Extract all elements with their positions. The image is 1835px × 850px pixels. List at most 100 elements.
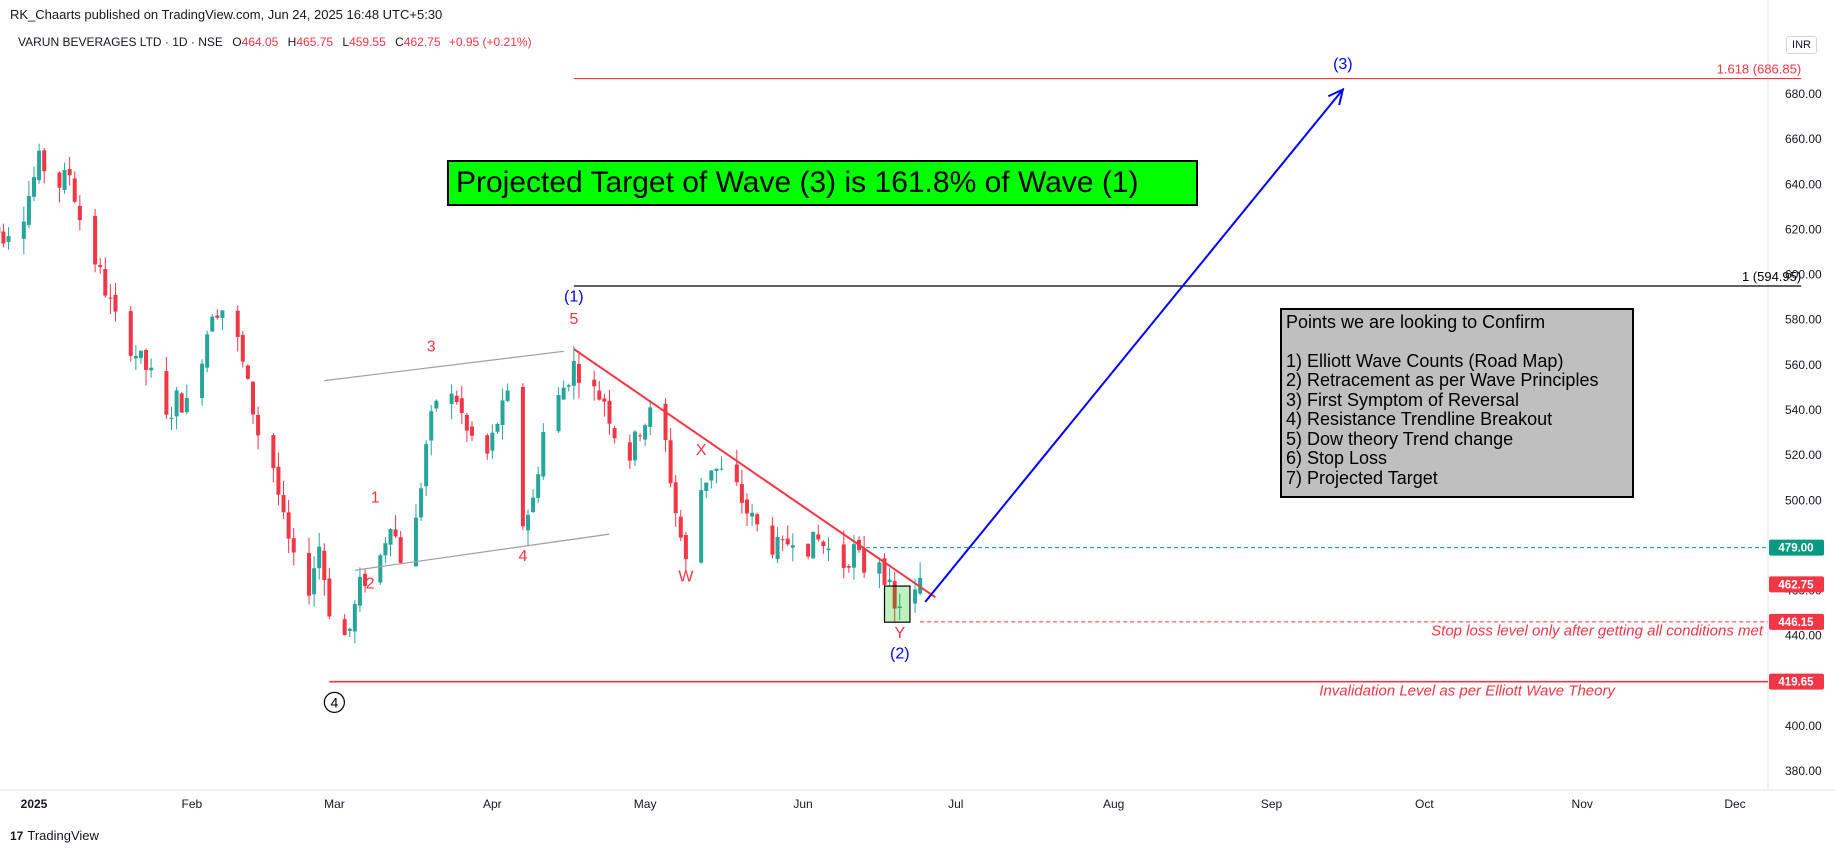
candle-body bbox=[378, 555, 383, 583]
candle-body bbox=[1, 231, 6, 244]
candle-body bbox=[755, 514, 760, 525]
time-tick-label: May bbox=[634, 797, 657, 811]
time-tick-label: Oct bbox=[1415, 797, 1434, 811]
candle-body bbox=[398, 537, 403, 563]
time-tick-label: Mar bbox=[324, 797, 345, 811]
wave-label: (2) bbox=[890, 645, 910, 662]
candle-body bbox=[103, 269, 108, 296]
price-badge-label: 419.65 bbox=[1778, 677, 1814, 689]
price-badge-label: 479.00 bbox=[1778, 543, 1813, 555]
candle-body bbox=[673, 482, 678, 514]
symbol-name[interactable]: VARUN BEVERAGES LTD · 1D · NSE bbox=[18, 35, 223, 49]
candle-body bbox=[245, 365, 250, 379]
price-tick-label: 600.00 bbox=[1785, 268, 1822, 282]
level-annotation: Invalidation Level as per Elliott Wave T… bbox=[1319, 683, 1616, 700]
candle-body bbox=[322, 550, 327, 580]
candle-body bbox=[897, 606, 902, 608]
candle-body bbox=[821, 541, 826, 547]
candle-body bbox=[841, 544, 846, 568]
candle-body bbox=[235, 310, 240, 337]
candle-body bbox=[388, 529, 393, 545]
candle-body bbox=[383, 543, 388, 556]
candle-body bbox=[719, 468, 724, 470]
candle-body bbox=[561, 387, 566, 400]
wave-label: 3 bbox=[427, 338, 436, 355]
open-label: O bbox=[232, 35, 242, 49]
price-tick-label: 400.00 bbox=[1785, 719, 1822, 733]
candle-body bbox=[179, 393, 184, 413]
circled-wave-marker bbox=[323, 691, 345, 714]
candle-body bbox=[429, 411, 434, 441]
candle-body bbox=[520, 386, 525, 527]
time-tick-label: Feb bbox=[182, 797, 203, 811]
candle-body bbox=[663, 403, 668, 440]
candle-body bbox=[862, 548, 867, 573]
footer-brand[interactable]: 17 TradingView bbox=[10, 828, 99, 843]
open-value: 464.05 bbox=[241, 35, 279, 49]
candle-body bbox=[744, 499, 749, 514]
candle-body bbox=[144, 350, 149, 370]
candle-body bbox=[668, 440, 673, 484]
currency-button[interactable]: INR bbox=[1786, 36, 1817, 54]
candle-body bbox=[648, 407, 653, 427]
candle-body bbox=[352, 603, 357, 632]
candle-body bbox=[780, 539, 785, 541]
candle-body bbox=[281, 495, 286, 513]
price-tick-label: 540.00 bbox=[1785, 403, 1822, 417]
candle-body bbox=[887, 579, 892, 582]
candle-body bbox=[612, 428, 617, 439]
low-label: L bbox=[342, 35, 350, 49]
candle-body bbox=[108, 297, 113, 299]
time-tick-label: 2025 bbox=[21, 797, 48, 811]
points-heading: Points we are looking to Confirm bbox=[1286, 312, 1546, 332]
candle-body bbox=[113, 294, 118, 312]
candle-body bbox=[291, 538, 296, 553]
time-tick-label: Sep bbox=[1261, 797, 1283, 811]
wave-label: 4 bbox=[518, 548, 527, 565]
candle-body bbox=[128, 311, 133, 356]
candle-body bbox=[536, 474, 541, 499]
candle-body bbox=[459, 398, 464, 413]
price-tick-label: 660.00 bbox=[1785, 132, 1822, 146]
candle-body bbox=[785, 538, 790, 545]
candle-body bbox=[215, 315, 220, 318]
points-item: 4) Resistance Trendline Breakout bbox=[1286, 409, 1553, 429]
time-tick-label: Nov bbox=[1572, 797, 1593, 811]
time-tick-label: Jun bbox=[793, 797, 812, 811]
candle-body bbox=[592, 379, 597, 387]
candle-body bbox=[602, 398, 607, 402]
candle-body bbox=[240, 334, 245, 362]
points-box: Points we are looking to Confirm 1) Elli… bbox=[1280, 308, 1634, 498]
price-tick-label: 520.00 bbox=[1785, 448, 1822, 462]
candle-body bbox=[363, 573, 368, 586]
candle-body bbox=[571, 361, 576, 386]
candle-body bbox=[174, 390, 179, 417]
candle-body bbox=[164, 371, 169, 415]
candle-body bbox=[449, 393, 454, 405]
candle-body bbox=[210, 316, 215, 332]
candle-body bbox=[424, 444, 429, 487]
candle-body bbox=[37, 150, 42, 181]
price-tick-label: 640.00 bbox=[1785, 177, 1822, 191]
candle-body bbox=[495, 423, 500, 432]
time-tick-label: Dec bbox=[1724, 797, 1745, 811]
candle-body bbox=[57, 172, 62, 188]
price-badge-label: 462.75 bbox=[1778, 579, 1814, 591]
symbol-legend: VARUN BEVERAGES LTD · 1D · NSE O464.05 H… bbox=[18, 35, 532, 49]
candle-body bbox=[469, 426, 474, 436]
candle-body bbox=[607, 400, 612, 424]
candle-body bbox=[62, 169, 67, 191]
candle-body bbox=[811, 531, 816, 559]
points-item: 2) Retracement as per Wave Principles bbox=[1286, 370, 1599, 390]
close-label: C bbox=[395, 35, 404, 49]
time-tick-label: Apr bbox=[483, 797, 502, 811]
price-tick-label: 580.00 bbox=[1785, 313, 1822, 327]
candle-body bbox=[490, 432, 495, 451]
points-item: 5) Dow theory Trend change bbox=[1286, 428, 1514, 449]
candle-body bbox=[846, 566, 851, 568]
wave-label: 5 bbox=[569, 311, 578, 328]
candle-body bbox=[566, 385, 571, 387]
candle-body bbox=[627, 442, 632, 461]
change-value: +0.95 (+0.21%) bbox=[448, 35, 532, 49]
